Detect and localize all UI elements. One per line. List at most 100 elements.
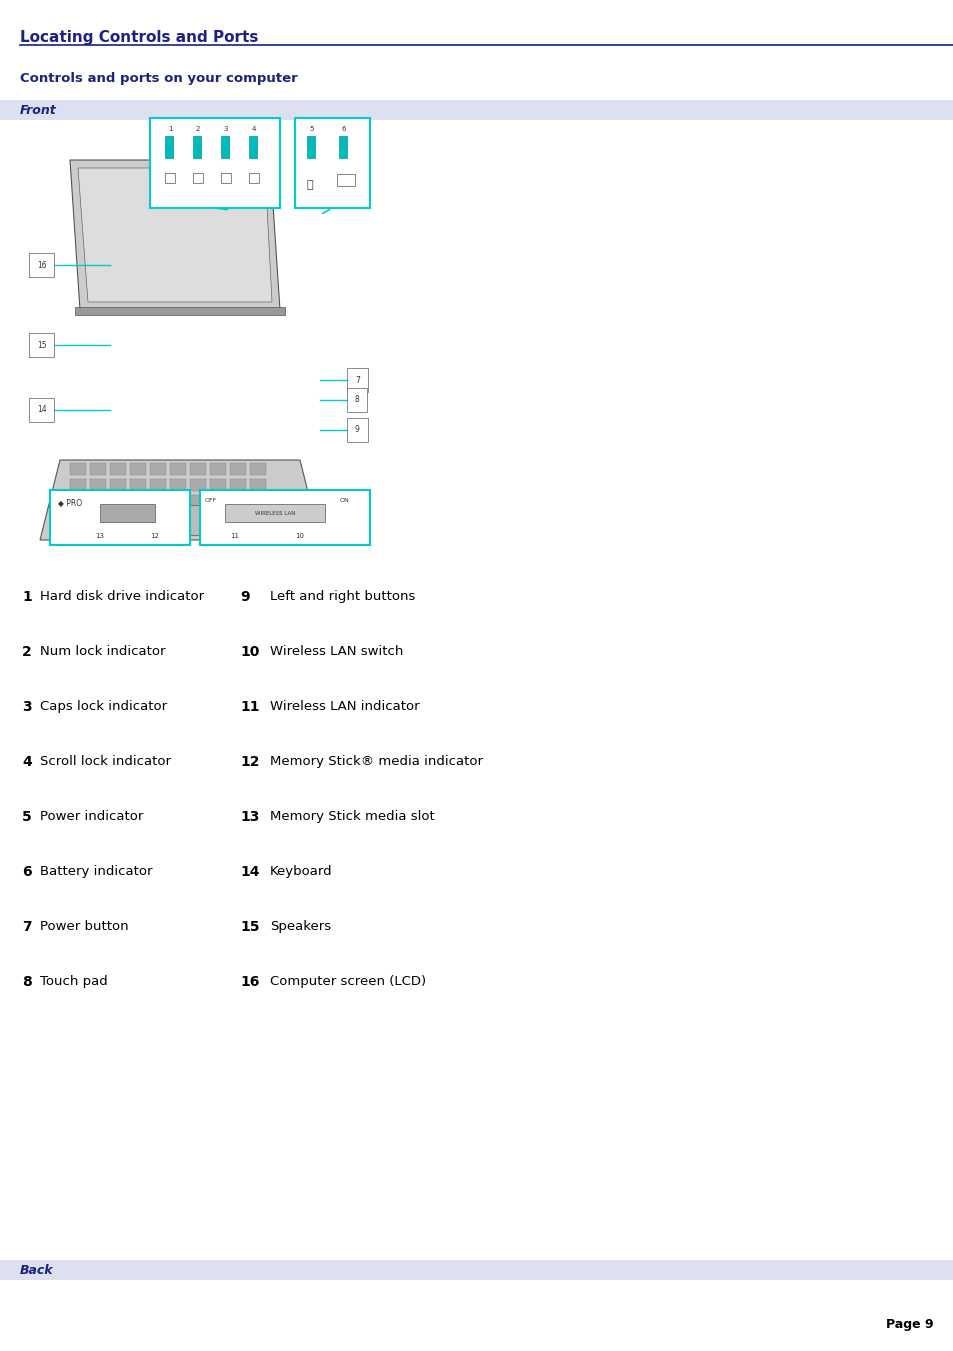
Bar xyxy=(250,494,266,507)
Bar xyxy=(210,494,226,507)
Text: 1: 1 xyxy=(22,590,31,604)
Bar xyxy=(230,463,246,476)
Bar xyxy=(75,307,285,315)
Text: 2: 2 xyxy=(195,126,200,132)
Bar xyxy=(150,480,166,490)
Text: Page 9: Page 9 xyxy=(885,1319,933,1331)
Text: 14: 14 xyxy=(37,405,47,415)
Bar xyxy=(100,504,154,521)
Bar xyxy=(110,480,126,490)
Text: Computer screen (LCD): Computer screen (LCD) xyxy=(270,975,426,988)
Bar xyxy=(165,136,172,158)
Text: 6: 6 xyxy=(22,865,31,880)
Text: 10: 10 xyxy=(295,534,304,539)
Bar xyxy=(90,463,106,476)
Bar xyxy=(307,136,314,158)
Bar xyxy=(210,463,226,476)
Bar xyxy=(190,494,206,507)
Text: 16: 16 xyxy=(37,261,47,269)
Text: 11: 11 xyxy=(231,534,239,539)
FancyBboxPatch shape xyxy=(50,490,190,544)
Bar xyxy=(130,463,146,476)
Text: 11: 11 xyxy=(240,700,259,713)
Bar xyxy=(130,480,146,490)
Text: 5: 5 xyxy=(310,126,314,132)
Text: Left and right buttons: Left and right buttons xyxy=(270,590,415,603)
Bar xyxy=(90,480,106,490)
Text: Back: Back xyxy=(20,1263,53,1277)
Bar xyxy=(170,480,186,490)
Bar xyxy=(193,173,203,182)
Text: Hard disk drive indicator: Hard disk drive indicator xyxy=(40,590,204,603)
Bar xyxy=(70,494,86,507)
Text: Locating Controls and Ports: Locating Controls and Ports xyxy=(20,30,258,45)
Text: 2: 2 xyxy=(22,644,31,659)
Bar xyxy=(190,511,206,523)
Bar xyxy=(170,463,186,476)
Text: 10: 10 xyxy=(240,644,259,659)
Text: Controls and ports on your computer: Controls and ports on your computer xyxy=(20,72,297,85)
Text: 1: 1 xyxy=(168,126,172,132)
Bar xyxy=(338,136,347,158)
Bar xyxy=(150,511,166,523)
Bar xyxy=(190,480,206,490)
Polygon shape xyxy=(40,459,319,540)
Text: Power indicator: Power indicator xyxy=(40,811,143,823)
Bar xyxy=(110,463,126,476)
Text: Front: Front xyxy=(20,104,56,116)
Text: 13: 13 xyxy=(240,811,259,824)
FancyBboxPatch shape xyxy=(0,100,953,120)
Bar xyxy=(210,511,226,523)
Text: ◆ PRO: ◆ PRO xyxy=(58,499,82,507)
Text: Wireless LAN indicator: Wireless LAN indicator xyxy=(270,700,419,713)
Text: Battery indicator: Battery indicator xyxy=(40,865,152,878)
Text: Power button: Power button xyxy=(40,920,129,934)
Bar xyxy=(250,511,266,523)
Text: 15: 15 xyxy=(240,920,259,934)
Text: Memory Stick® media indicator: Memory Stick® media indicator xyxy=(270,755,482,767)
Bar xyxy=(190,463,206,476)
Text: 5: 5 xyxy=(22,811,31,824)
Text: 12: 12 xyxy=(151,534,159,539)
Text: 16: 16 xyxy=(240,975,259,989)
Bar xyxy=(170,494,186,507)
Text: Speakers: Speakers xyxy=(270,920,331,934)
Bar xyxy=(249,136,256,158)
Text: Touch pad: Touch pad xyxy=(40,975,108,988)
Bar xyxy=(90,511,106,523)
Text: 9: 9 xyxy=(355,426,359,435)
Bar xyxy=(230,480,246,490)
Text: Wireless LAN switch: Wireless LAN switch xyxy=(270,644,403,658)
Bar xyxy=(120,505,200,535)
Bar xyxy=(193,136,201,158)
Bar xyxy=(170,511,186,523)
Bar xyxy=(90,494,106,507)
Text: Num lock indicator: Num lock indicator xyxy=(40,644,165,658)
Text: 15: 15 xyxy=(37,340,47,350)
Bar xyxy=(250,463,266,476)
Text: 6: 6 xyxy=(341,126,346,132)
Bar xyxy=(70,480,86,490)
Text: 4: 4 xyxy=(22,755,31,769)
Bar xyxy=(230,511,246,523)
Bar xyxy=(70,511,86,523)
Bar xyxy=(249,173,258,182)
Polygon shape xyxy=(78,168,272,303)
Bar xyxy=(230,494,246,507)
Bar xyxy=(221,136,229,158)
Text: 9: 9 xyxy=(240,590,250,604)
Text: 4: 4 xyxy=(252,126,256,132)
FancyBboxPatch shape xyxy=(150,118,280,208)
Bar xyxy=(110,511,126,523)
Text: Keyboard: Keyboard xyxy=(270,865,333,878)
Text: 7: 7 xyxy=(22,920,31,934)
Bar xyxy=(225,504,325,521)
Bar xyxy=(221,173,231,182)
Text: OFF: OFF xyxy=(205,499,217,503)
Text: 8: 8 xyxy=(355,396,359,404)
Text: 13: 13 xyxy=(95,534,105,539)
Text: WIRELESS LAN: WIRELESS LAN xyxy=(254,511,294,516)
Text: 14: 14 xyxy=(240,865,259,880)
Bar xyxy=(165,173,174,182)
FancyBboxPatch shape xyxy=(200,490,370,544)
